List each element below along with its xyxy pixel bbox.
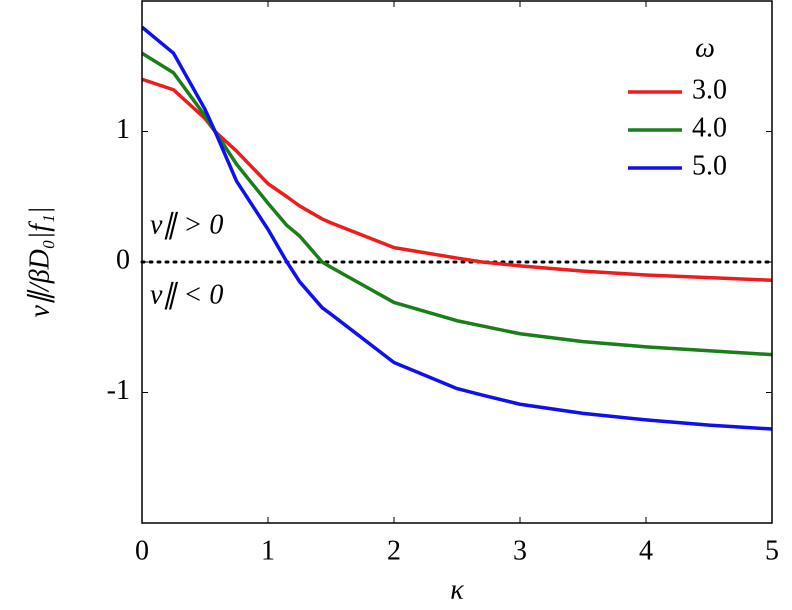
x-tick-label: 2 (387, 535, 401, 566)
y-tick-label: 1 (116, 114, 130, 145)
y-axis-label: v∥/βD₀|f₁| (24, 206, 55, 317)
line-series (142, 25, 772, 431)
x-tick-label: 3 (513, 535, 527, 566)
y-tick-label: -1 (107, 375, 130, 406)
x-tick-label: 4 (639, 535, 653, 566)
plot-frame (141, 0, 773, 524)
legend-label: 3.0 (692, 74, 727, 105)
annotation: v∥ < 0 (150, 279, 223, 310)
x-axis-label: κ (450, 574, 464, 605)
legend-label: 4.0 (692, 112, 727, 143)
x-tick-label: 5 (765, 535, 779, 566)
line-series (142, 51, 772, 357)
annotation: v∥ > 0 (150, 209, 223, 240)
x-tick-label: 1 (261, 535, 275, 566)
legend-label: 5.0 (692, 150, 727, 181)
y-tick-label: 0 (116, 244, 130, 275)
x-tick-label: 0 (135, 535, 149, 566)
legend-title: ω (695, 32, 715, 63)
